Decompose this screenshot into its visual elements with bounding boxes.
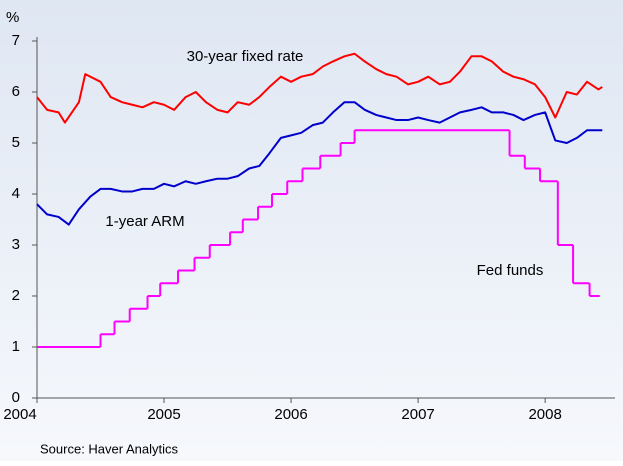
x-tick-label: 2004 [3, 406, 36, 423]
line [36, 101, 603, 226]
x-tick-label: 2007 [401, 406, 434, 423]
y-tick-label: 0 [12, 389, 20, 406]
y-tick-label: 6 [12, 83, 20, 100]
y-tick-label: 1 [12, 338, 20, 355]
y-tick-label: 7 [12, 32, 20, 49]
y-tick-label: 5 [12, 134, 20, 151]
y-axis-label: % [6, 9, 19, 26]
x-tick-label: 2008 [528, 406, 561, 423]
series-label: 1-year ARM [105, 213, 184, 230]
step-riser [99, 130, 591, 347]
x-tick-label: 2005 [147, 406, 180, 423]
series-label: 30-year fixed rate [187, 48, 304, 65]
x-tick-label: 2006 [274, 406, 307, 423]
y-tick-label: 3 [12, 236, 20, 253]
y-tick-label: 2 [12, 287, 20, 304]
source: Source: Haver Analytics [40, 441, 179, 456]
line [36, 52, 603, 124]
y-tick-label: 4 [12, 185, 20, 202]
series-label: Fed funds [477, 262, 544, 279]
